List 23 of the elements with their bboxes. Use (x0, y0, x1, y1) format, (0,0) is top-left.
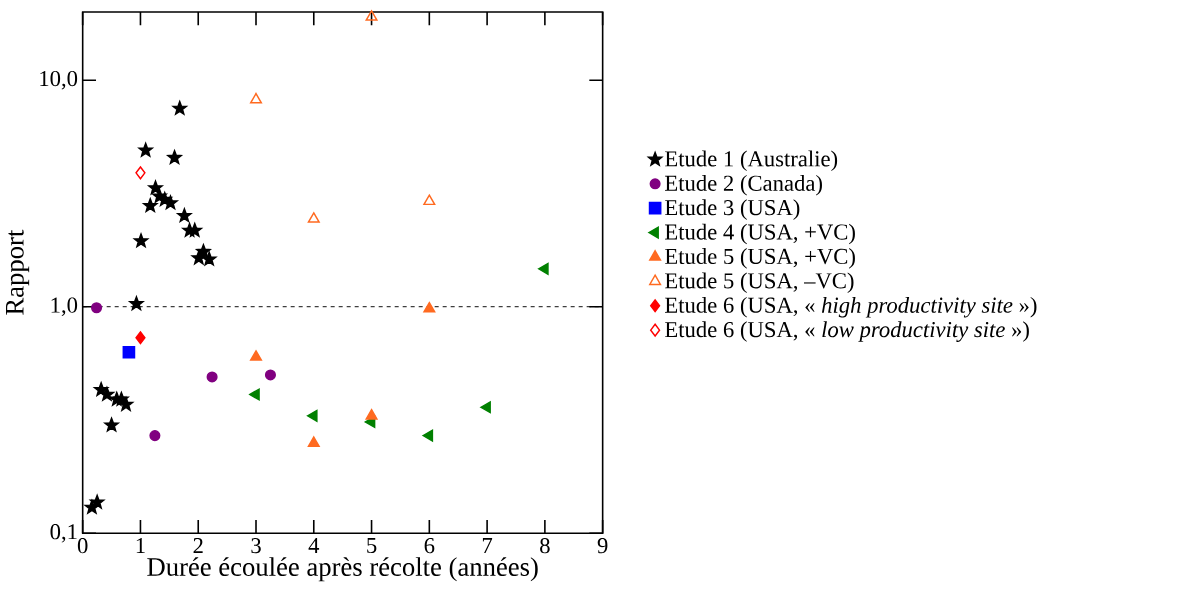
x-tick-label: 6 (424, 538, 435, 554)
y-axis-title: Rapport (6, 229, 30, 315)
legend-label: Etude 6 (USA, « high productivity site ») (665, 296, 1037, 318)
x-tick-label: 8 (540, 538, 550, 554)
y-tick-label: 0,1 (50, 524, 77, 543)
x-axis-title: Durée écoulée après récolte (années) (147, 557, 538, 582)
legend-label: Etude 2 (Canada) (665, 174, 822, 196)
x-tick-label: 4 (308, 538, 320, 553)
x-tick-label: 9 (597, 538, 608, 554)
x-tick-label: 3 (251, 538, 261, 554)
legend-label: Etude 6 (USA, « low productivity site ») (665, 321, 1029, 342)
x-tick-label: 1 (136, 538, 145, 553)
legend-label: Etude 1 (Australie) (665, 150, 838, 172)
legend-label: Etude 3 (USA) (665, 199, 800, 220)
y-tick-label: 1,0 (51, 297, 78, 317)
y-tick-label: 10,0 (40, 70, 78, 90)
x-tick-label: 2 (193, 538, 203, 554)
x-tick-label: 5 (367, 538, 377, 554)
x-tick-label: 0 (77, 538, 88, 554)
legend-label: Etude 5 (USA, +VC) (665, 248, 855, 269)
legend-label: Etude 5 (USA, –VC) (665, 272, 854, 294)
legend-label: Etude 4 (USA, +VC) (665, 223, 855, 245)
x-tick-label: 7 (482, 538, 493, 553)
